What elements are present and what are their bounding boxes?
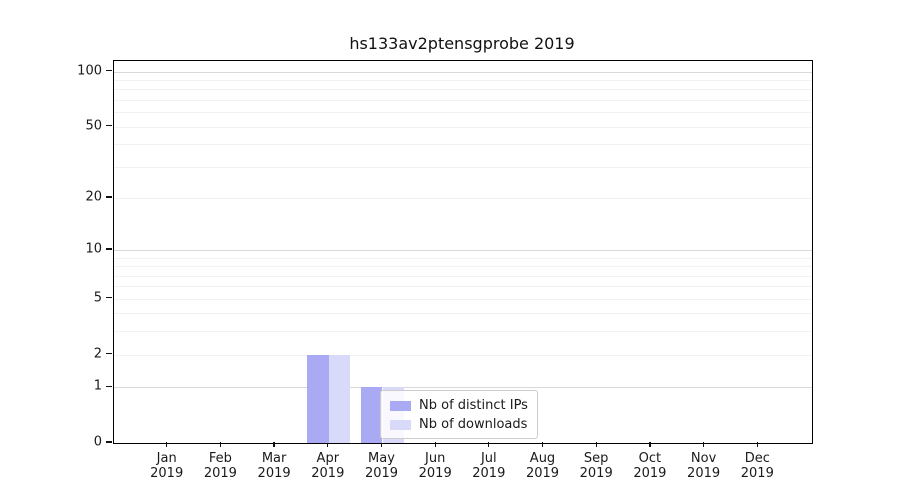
minor-gridline xyxy=(114,286,812,288)
x-tick-month: Aug xyxy=(529,451,556,466)
minor-gridline xyxy=(114,166,812,168)
x-tick-month: Jul xyxy=(480,451,497,466)
x-tick-label: Nov 2019 xyxy=(672,451,736,481)
minor-gridline xyxy=(114,99,812,101)
y-tick-mark xyxy=(106,248,112,250)
x-tick-mark xyxy=(434,442,436,447)
x-tick-year: 2019 xyxy=(740,466,774,481)
x-tick-year: 2019 xyxy=(311,466,345,481)
legend: Nb of distinct IPs Nb of downloads xyxy=(380,390,538,439)
x-tick-mark xyxy=(166,442,168,447)
y-tick-mark xyxy=(106,124,112,127)
y-tick-label: 0 xyxy=(93,434,102,450)
legend-row: Nb of downloads xyxy=(390,417,528,432)
bar-downloads xyxy=(328,354,351,443)
y-tick-mark xyxy=(106,297,112,299)
x-tick-month: Jan xyxy=(156,451,177,466)
x-tick-year: 2019 xyxy=(579,466,613,481)
x-tick-year: 2019 xyxy=(687,466,721,481)
x-tick-label: Dec 2019 xyxy=(725,451,789,481)
major-gridline xyxy=(114,250,812,251)
x-tick-label: Sep 2019 xyxy=(564,451,628,481)
minor-gridline xyxy=(114,79,812,81)
x-tick-month: Dec xyxy=(744,451,770,466)
x-tick-label: Apr 2019 xyxy=(296,451,360,481)
x-tick-mark xyxy=(219,442,222,447)
major-gridline xyxy=(114,387,812,389)
x-tick-mark xyxy=(327,442,329,447)
y-tick-label: 2 xyxy=(93,346,102,362)
x-tick-mark xyxy=(273,442,275,447)
y-tick-mark xyxy=(106,385,112,387)
x-tick-month: Oct xyxy=(638,451,662,466)
x-tick-year: 2019 xyxy=(633,466,667,481)
y-tick-label: 10 xyxy=(85,241,102,257)
bar-distinct-ips xyxy=(360,387,383,443)
x-tick-year: 2019 xyxy=(418,466,452,481)
y-tick-mark xyxy=(106,196,112,198)
minor-gridline xyxy=(114,112,812,113)
x-tick-year: 2019 xyxy=(472,466,506,481)
x-tick-mark xyxy=(541,442,544,447)
x-tick-month: Sep xyxy=(583,451,609,466)
x-tick-mark xyxy=(702,442,705,447)
minor-gridline xyxy=(114,275,812,277)
minor-gridline xyxy=(114,354,812,356)
minor-gridline xyxy=(114,298,812,300)
y-tick-label: 5 xyxy=(93,290,102,306)
x-tick-month: Feb xyxy=(208,451,232,466)
y-tick-mark xyxy=(106,352,112,355)
minor-gridline xyxy=(114,331,812,333)
minor-gridline xyxy=(114,89,812,91)
legend-swatch-distinct-ips xyxy=(390,400,411,411)
minor-gridline xyxy=(114,313,812,315)
x-tick-label: Feb 2019 xyxy=(188,451,252,481)
x-tick-month: Apr xyxy=(316,451,340,466)
x-tick-label: Jul 2019 xyxy=(457,451,521,481)
x-tick-month: Nov xyxy=(690,451,717,466)
x-tick-label: Jun 2019 xyxy=(403,451,467,481)
x-tick-year: 2019 xyxy=(364,466,399,481)
minor-gridline xyxy=(114,144,812,145)
x-tick-mark xyxy=(649,442,651,447)
x-tick-year: 2019 xyxy=(257,466,291,481)
x-tick-month: May xyxy=(368,451,395,466)
x-tick-label: Jan 2019 xyxy=(135,451,199,481)
legend-label: Nb of distinct IPs xyxy=(419,398,528,413)
minor-gridline xyxy=(114,257,812,259)
y-tick-label: 50 xyxy=(85,118,102,133)
x-tick-month: Jun xyxy=(425,451,446,466)
x-tick-year: 2019 xyxy=(525,466,560,481)
x-tick-year: 2019 xyxy=(150,466,184,481)
x-tick-mark xyxy=(380,442,383,447)
legend-swatch-downloads xyxy=(390,419,411,430)
legend-label: Nb of downloads xyxy=(419,417,528,432)
x-tick-label: Mar 2019 xyxy=(242,451,306,481)
x-tick-label: Aug 2019 xyxy=(511,451,575,481)
y-tick-label: 1 xyxy=(93,378,102,394)
minor-gridline xyxy=(114,126,812,128)
legend-row: Nb of distinct IPs xyxy=(390,398,528,413)
y-tick-label: 20 xyxy=(85,189,102,205)
x-tick-label: Oct 2019 xyxy=(618,451,682,481)
y-tick-mark xyxy=(106,69,112,72)
x-tick-mark xyxy=(595,442,597,447)
plot-area: Nb of distinct IPs Nb of downloads xyxy=(113,60,813,444)
x-tick-mark xyxy=(756,442,758,447)
minor-gridline xyxy=(114,266,812,268)
major-gridline xyxy=(114,71,812,73)
x-tick-month: Mar xyxy=(261,451,287,466)
x-tick-label: May 2019 xyxy=(350,451,414,481)
x-tick-mark xyxy=(488,442,490,447)
chart-title: hs133av2ptensgprobe 2019 xyxy=(349,34,575,53)
y-tick-mark xyxy=(106,441,112,443)
x-tick-year: 2019 xyxy=(203,466,237,481)
y-tick-label: 100 xyxy=(77,63,102,78)
minor-gridline xyxy=(114,197,812,199)
bar-distinct-ips xyxy=(307,354,329,443)
